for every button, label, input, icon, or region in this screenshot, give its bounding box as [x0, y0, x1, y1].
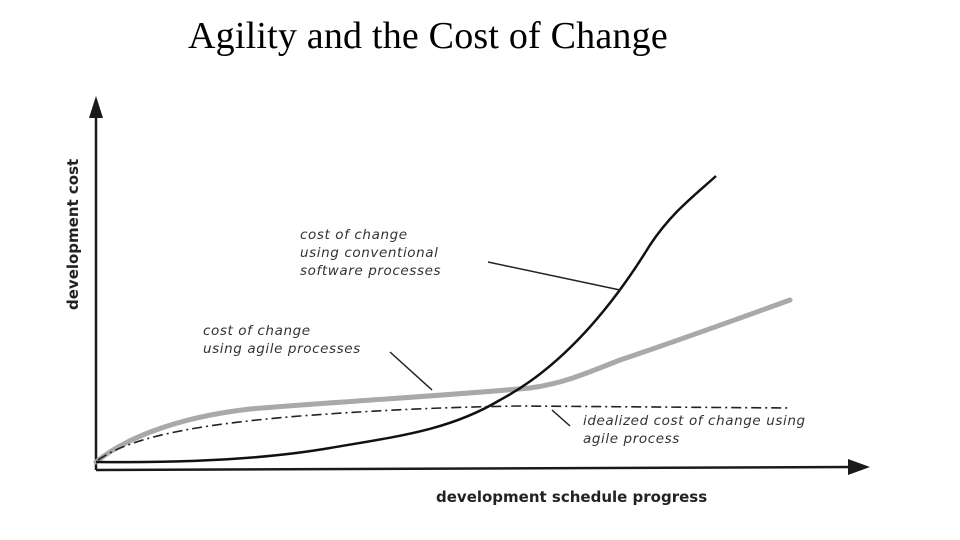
idealized-label-line-1: idealized cost of change using — [583, 413, 806, 429]
conventional-label-line-2: using conventional — [300, 245, 439, 261]
conventional-label-line-1: cost of change — [300, 227, 408, 243]
x-axis-arrowhead — [848, 459, 870, 475]
conventional-cost-curve — [95, 175, 717, 464]
agile-label-line-1: cost of change — [203, 323, 311, 339]
x-axis-label: development schedule progress — [436, 488, 707, 506]
agile-cost-curve — [93, 297, 793, 465]
idealized-leader-line — [551, 409, 571, 427]
y-axis-arrowhead — [89, 96, 103, 118]
conventional-leader-line — [487, 261, 621, 291]
idealized-cost-curve — [97, 405, 791, 461]
x-axis-line — [95, 465, 853, 472]
agile-label-line-2: using agile processes — [203, 341, 361, 357]
conventional-label-line-3: software processes — [300, 263, 441, 279]
agile-leader-line — [389, 351, 433, 391]
idealized-label-line-2: agile process — [583, 431, 680, 447]
y-axis-label: development cost — [64, 159, 82, 310]
slide-title: Agility and the Cost of Change — [188, 15, 668, 57]
